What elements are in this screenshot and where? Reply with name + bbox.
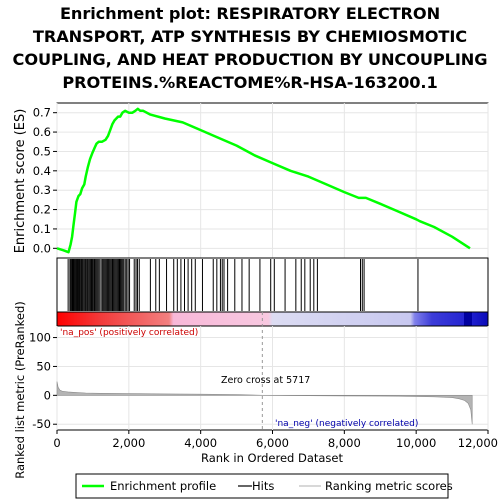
ranking-metric-layer bbox=[56, 381, 473, 425]
zero-cross-label: Zero cross at 5717 bbox=[221, 375, 310, 386]
ranking-metric-area bbox=[56, 381, 473, 425]
x-tick-label: 10,000 bbox=[396, 436, 436, 450]
x-tick-label: 0 bbox=[53, 436, 60, 450]
rank-color-bar-tail bbox=[464, 312, 472, 326]
es-y-tick-label: 0.3 bbox=[33, 183, 51, 197]
ranking-y-tick-label: -50 bbox=[32, 417, 51, 431]
es-y-ticks: 0.0 0.1 0.2 0.3 0.4 0.5 0.6 0.7 bbox=[33, 106, 57, 255]
es-y-tick-label: 0.1 bbox=[33, 222, 51, 236]
x-axis-ticks: 0 2,000 4,000 6,000 8,000 10,000 12,000 bbox=[53, 430, 498, 450]
es-y-tick-label: 0.6 bbox=[33, 125, 51, 139]
legend-label: Ranking metric scores bbox=[325, 479, 453, 493]
enrichment-profile-line bbox=[56, 107, 471, 254]
ranking-y-tick-label: 50 bbox=[36, 359, 51, 373]
es-y-tick-label: 0.0 bbox=[33, 241, 51, 255]
es-y-tick-label: 0.7 bbox=[33, 106, 51, 120]
legend-box bbox=[75, 473, 449, 499]
es-y-tick-label: 0.2 bbox=[33, 203, 51, 217]
neg-correlated-label: 'na_neg' (negatively correlated) bbox=[275, 419, 418, 429]
pos-correlated-label: 'na_pos' (positively correlated) bbox=[60, 328, 198, 338]
x-tick-label: 4,000 bbox=[184, 436, 217, 450]
legend-label: Hits bbox=[252, 479, 274, 493]
rank-color-bar bbox=[57, 312, 488, 326]
x-tick-label: 12,000 bbox=[458, 436, 498, 450]
es-y-axis-label: Enrichment score (ES) bbox=[13, 109, 28, 254]
hits-panel-frame bbox=[56, 257, 489, 313]
es-y-tick-label: 0.5 bbox=[33, 144, 51, 158]
legend: Enrichment profile Hits Ranking metric sco… bbox=[82, 479, 453, 493]
ranking-y-tick-label: 0 bbox=[44, 388, 51, 402]
title-line-4: PROTEINS.%REACTOME%R-HSA-163200.1 bbox=[62, 73, 438, 92]
chart-title: Enrichment plot: RESPIRATORY ELECTRON TR… bbox=[0, 2, 500, 94]
title-line-2: TRANSPORT, ATP SYNTHESIS BY CHEMIOSMOTIC bbox=[32, 27, 468, 46]
ranking-y-tick-label: 100 bbox=[29, 331, 51, 345]
ranking-y-ticks: -50 0 50 100 bbox=[29, 331, 57, 431]
title-line-1: Enrichment plot: RESPIRATORY ELECTRON bbox=[59, 4, 441, 23]
x-tick-label: 6,000 bbox=[256, 436, 289, 450]
ranking-y-axis-label: Ranked list metric (PreRanked) bbox=[13, 301, 27, 479]
x-tick-label: 8,000 bbox=[328, 436, 361, 450]
legend-label: Enrichment profile bbox=[110, 479, 216, 493]
hits-layer bbox=[67, 259, 419, 311]
es-grid bbox=[56, 103, 489, 258]
enrichment-profile-layer bbox=[56, 107, 471, 254]
title-line-3: COUPLING, AND HEAT PRODUCTION BY UNCOUPL… bbox=[12, 50, 488, 69]
x-tick-label: 2,000 bbox=[112, 436, 145, 450]
es-y-tick-label: 0.4 bbox=[33, 164, 51, 178]
x-axis-label: Rank in Ordered Dataset bbox=[201, 451, 344, 465]
